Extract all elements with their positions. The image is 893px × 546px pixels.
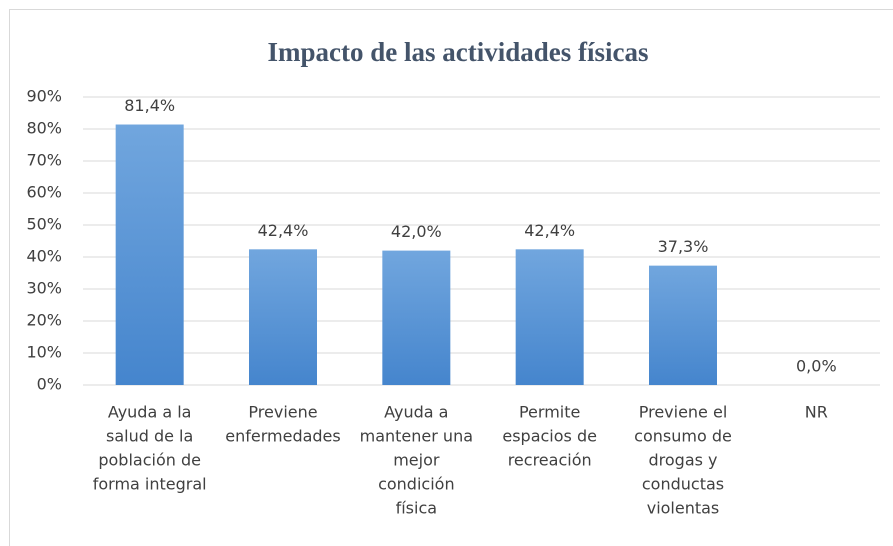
y-tick-label: 90% (26, 87, 62, 106)
data-label: 81,4% (124, 96, 175, 115)
x-tick-label: violentas (647, 499, 720, 518)
x-tick-label: espacios de (502, 427, 597, 446)
data-label: 0,0% (796, 357, 837, 376)
y-tick-label: 80% (26, 119, 62, 138)
x-tick-label: consumo de (634, 427, 732, 446)
data-label: 37,3% (658, 237, 709, 256)
x-tick-label: población de (98, 451, 201, 470)
x-tick-label: salud de la (106, 427, 193, 446)
x-tick-label: recreación (508, 451, 592, 470)
x-tick-label: Previene el (639, 403, 728, 422)
y-tick-label: 10% (26, 343, 62, 362)
x-tick-label: Permite (519, 403, 580, 422)
x-tick-label: drogas y (648, 451, 717, 470)
data-label: 42,4% (258, 221, 309, 240)
x-tick-label: NR (805, 403, 828, 422)
bar (515, 249, 584, 385)
bar (382, 250, 451, 385)
y-tick-label: 30% (26, 279, 62, 298)
data-label: 42,0% (391, 222, 442, 241)
x-tick-label: física (396, 499, 437, 518)
y-tick-label: 60% (26, 183, 62, 202)
bar (249, 249, 317, 385)
y-tick-label: 40% (26, 247, 62, 266)
x-tick-label: conductas (642, 475, 724, 494)
y-tick-label: 20% (26, 311, 62, 330)
x-tick-label: Previene (248, 403, 317, 422)
x-tick-label: mantener una (360, 427, 473, 446)
y-tick-label: 70% (26, 151, 62, 170)
bar (115, 124, 184, 386)
y-tick-label: 50% (26, 215, 62, 234)
chart-frame (9, 9, 893, 546)
y-tick-label: 0% (37, 375, 62, 394)
x-tick-label: condición (378, 475, 455, 494)
x-tick-label: Ayuda a la (108, 403, 192, 422)
chart-title: Impacto de las actividades físicas (268, 37, 649, 67)
x-tick-label: Ayuda a (384, 403, 448, 422)
x-tick-label: mejor (393, 451, 440, 470)
bar (649, 265, 717, 385)
x-tick-label: forma integral (93, 475, 207, 494)
x-tick-label: enfermedades (225, 427, 340, 446)
data-label: 42,4% (524, 221, 575, 240)
